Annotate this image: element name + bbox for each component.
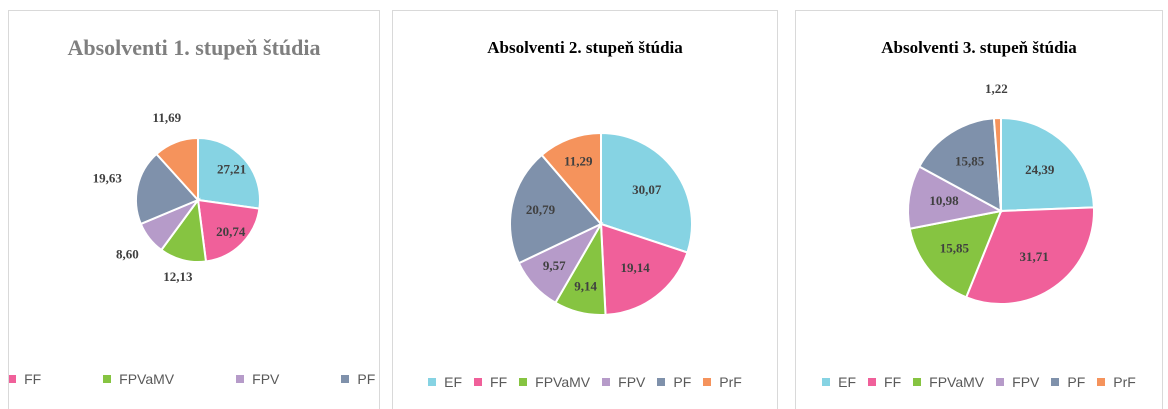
data-label: 15,85 — [940, 240, 970, 255]
legend-item: FPVaMV — [103, 371, 174, 387]
legend-label: PrF — [719, 374, 742, 390]
chart-panel: Absolventi 3. stupeň štúdia 24,39 31,71 15… — [795, 10, 1163, 409]
legend-swatch — [103, 375, 112, 383]
legend-label: EF — [838, 374, 857, 390]
data-label: 20,74 — [216, 224, 246, 239]
chart-panel: Absolventi 1. stupeň štúdia 27,21 20,74 12… — [8, 10, 380, 409]
pie-slice — [197, 136, 261, 210]
legend-label: EF — [444, 374, 463, 390]
data-label: 31,71 — [1020, 249, 1049, 264]
data-label: 30,07 — [632, 182, 662, 197]
chart-title: Absolventi 3. stupeň štúdia — [881, 38, 1077, 57]
legend-item: FPVaMV — [913, 374, 984, 390]
legend-item: PrF — [703, 374, 742, 390]
legend-swatch — [519, 378, 528, 386]
data-label: 9,14 — [574, 279, 597, 294]
pie-chart: 30,07 19,14 9,14 9,57 20,79 11,29 — [509, 131, 693, 316]
pie-chart: 24,39 31,71 15,85 10,98 15,85 1,22 — [907, 81, 1095, 305]
data-label: 11,69 — [153, 110, 182, 125]
legend-item: EF — [822, 374, 856, 390]
legend-swatch — [1051, 378, 1060, 386]
legend-label: FF — [884, 374, 902, 390]
pie-slice — [992, 116, 1002, 212]
legend-item: EF — [428, 374, 462, 390]
data-label: 12,13 — [163, 269, 193, 284]
chart-title: Absolventi 2. stupeň štúdia — [487, 38, 683, 57]
data-label: 9,57 — [543, 258, 566, 273]
data-label: 19,63 — [93, 171, 123, 186]
legend-item: FPV — [602, 374, 645, 390]
legend-item: FF — [9, 371, 42, 387]
legend-label: FF — [24, 371, 42, 387]
data-label: 15,85 — [955, 154, 985, 169]
legend-label: FPVaMV — [929, 374, 985, 390]
pie-chart: 27,21 20,74 12,13 8,60 19,63 11,69 — [93, 110, 261, 284]
legend-swatch — [474, 378, 483, 386]
legend-item: FF — [868, 374, 901, 390]
legend-label: FPV — [252, 371, 280, 387]
legend-label: PrF — [1113, 374, 1136, 390]
pie-slice — [600, 131, 693, 254]
legend-item: PF — [341, 371, 375, 387]
data-label: 8,60 — [116, 247, 139, 262]
legend-swatch — [996, 378, 1005, 386]
pie-slice — [196, 198, 261, 263]
legend-item: PrF — [1097, 374, 1136, 390]
legend-item: FPVaMV — [519, 374, 590, 390]
legend-swatch — [868, 378, 877, 386]
legend-label: FPV — [618, 374, 646, 390]
pie-slice — [599, 222, 689, 316]
legend-swatch — [913, 378, 922, 386]
legend-swatch — [657, 378, 666, 386]
pie-slice — [155, 136, 199, 203]
pie-slice — [540, 131, 602, 227]
legend-swatch — [703, 378, 712, 386]
legend-label: FPVaMV — [119, 371, 175, 387]
data-label: 19,14 — [621, 260, 651, 275]
pie-slice — [1000, 116, 1095, 213]
legend-item: PF — [1051, 374, 1085, 390]
data-label: 10,98 — [929, 193, 959, 208]
legend-swatch — [602, 378, 611, 386]
legend-label: FPVaMV — [535, 374, 591, 390]
data-label: 1,22 — [985, 81, 1008, 96]
legend-swatch — [341, 375, 350, 383]
legend-swatch — [822, 378, 831, 386]
data-label: 24,39 — [1025, 162, 1055, 177]
pie-slice — [509, 153, 603, 265]
data-label: 27,21 — [217, 162, 246, 177]
legend: EF FF FPVaMV FPV PF PrF — [796, 374, 1162, 390]
legend-swatch — [428, 378, 437, 386]
legend-label: PF — [1067, 374, 1086, 390]
legend-swatch — [1097, 378, 1106, 386]
legend-item: FPV — [236, 371, 279, 387]
pie-slice — [917, 117, 1003, 213]
legend: EF FF FPVaMV FPV PF PrF — [393, 374, 777, 390]
legend-label: PF — [673, 374, 692, 390]
legend-label: FPV — [1012, 374, 1040, 390]
data-label: 11,29 — [564, 154, 593, 169]
legend-label: PF — [357, 371, 376, 387]
legend-item: FPV — [996, 374, 1039, 390]
legend-swatch — [236, 375, 245, 383]
pie-slice — [908, 209, 1003, 299]
legend-label: FF — [490, 374, 508, 390]
legend-item: PF — [657, 374, 691, 390]
pie-slice — [964, 206, 1095, 305]
legend-item: FF — [474, 374, 507, 390]
pie-slice — [135, 152, 200, 226]
chart-panel: Absolventi 2. stupeň štúdia 30,07 19,14 9,… — [392, 10, 778, 409]
legend-swatch — [9, 375, 17, 383]
chart-title: Absolventi 1. stupeň štúdia — [67, 35, 321, 60]
data-label: 20,79 — [526, 202, 556, 217]
